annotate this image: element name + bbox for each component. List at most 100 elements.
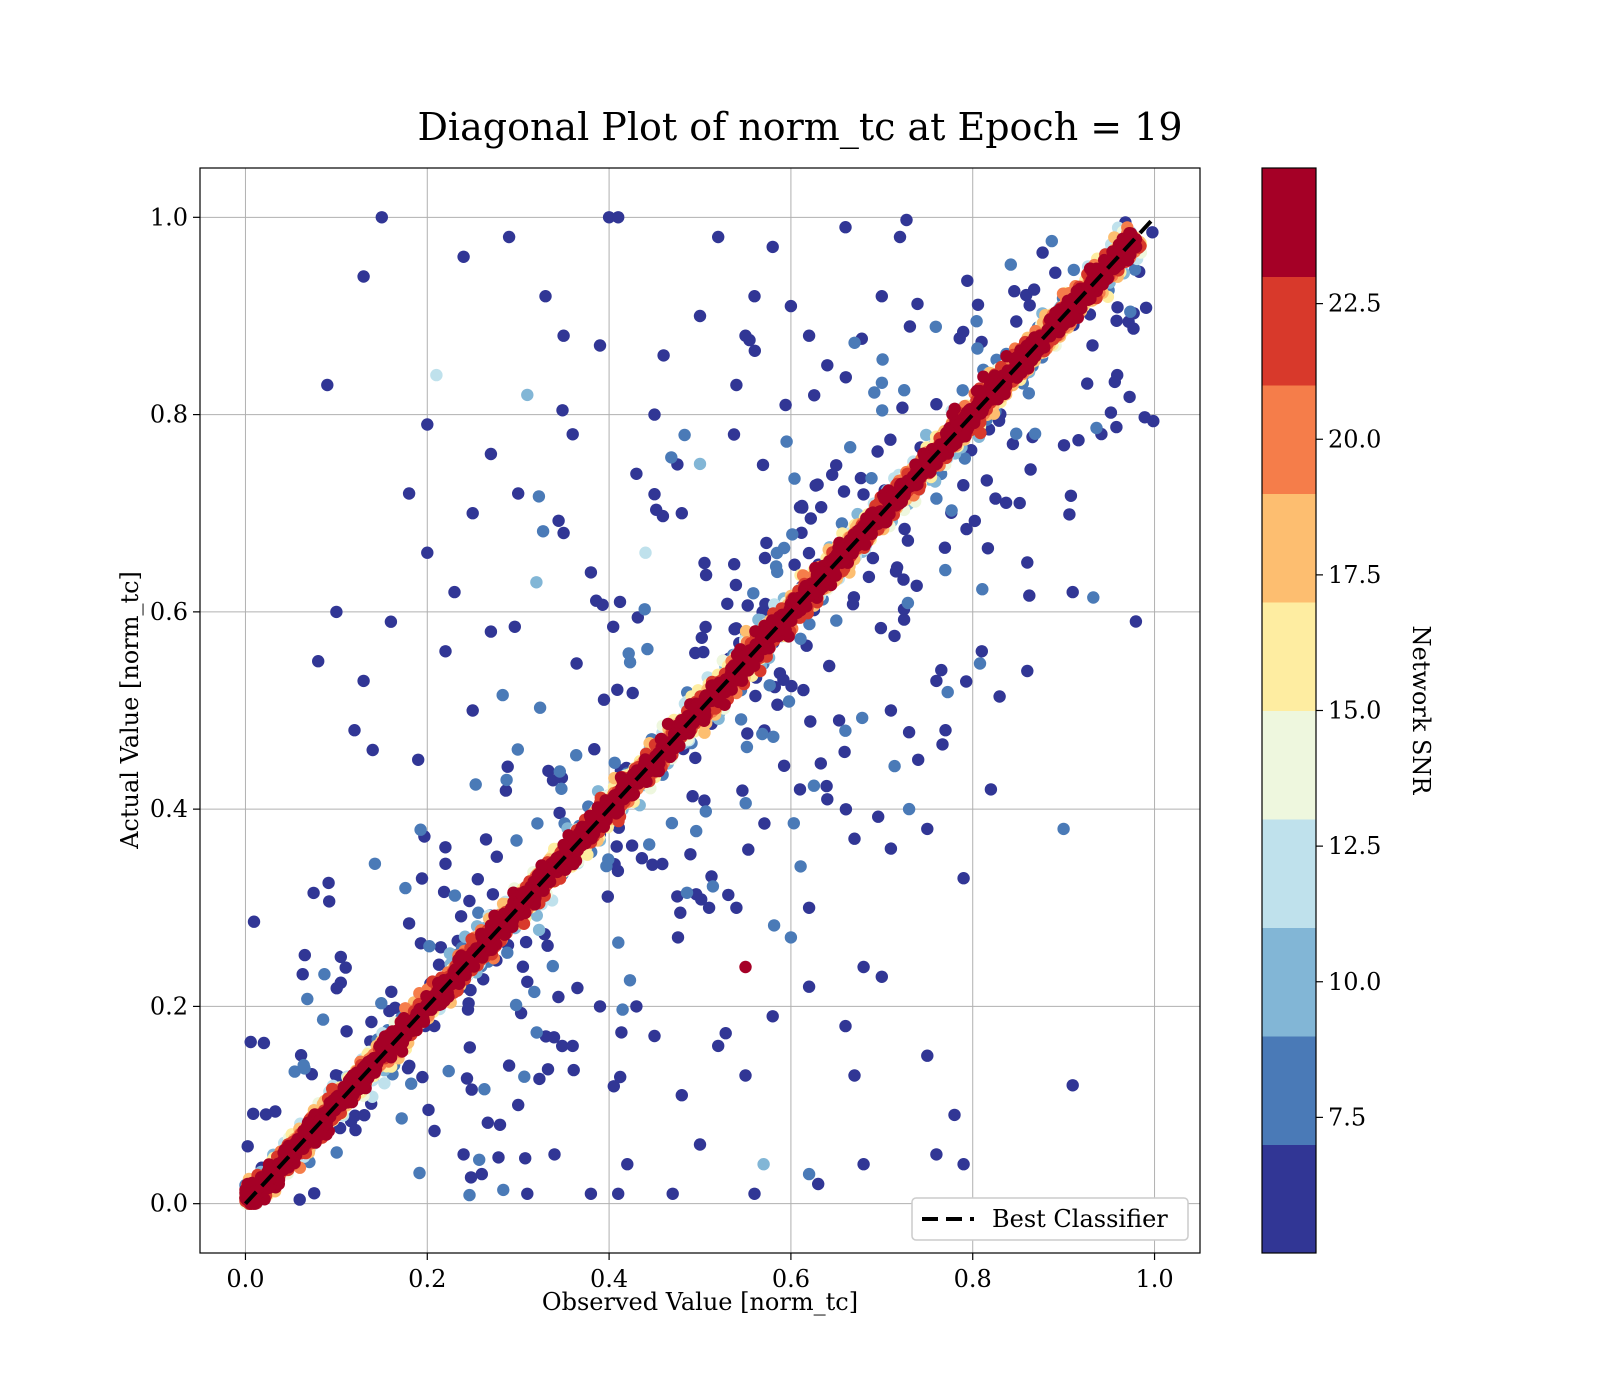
scatter-point — [930, 492, 943, 505]
scatter-point — [588, 743, 601, 756]
scatter-point — [874, 621, 888, 635]
scatter-point — [638, 603, 651, 616]
scatter-point — [1139, 301, 1153, 314]
scatter-point — [936, 738, 949, 751]
scatter-point — [665, 451, 678, 464]
scatter-point — [815, 501, 828, 514]
scatter-point — [807, 779, 821, 792]
scatter-point — [259, 1108, 273, 1121]
scatter-point — [1045, 234, 1059, 248]
scatter-point — [902, 726, 916, 739]
scatter-point — [461, 1003, 475, 1016]
scatter-point — [1064, 489, 1078, 502]
scatter-point — [460, 1072, 474, 1085]
scatter-point — [307, 886, 320, 900]
scatter-point — [296, 968, 309, 981]
scatter-point — [1146, 226, 1159, 239]
scatter-point — [777, 541, 791, 555]
scatter-point — [888, 629, 901, 643]
scatter-point — [401, 1062, 415, 1075]
scatter-point — [973, 657, 987, 670]
scatter-point — [722, 888, 735, 902]
scatter-point — [533, 1072, 546, 1086]
scatter-point — [533, 701, 547, 714]
scatter-point — [492, 1151, 505, 1164]
scatter-point — [698, 556, 711, 570]
scatter-point — [811, 478, 824, 491]
scatter-point — [721, 597, 734, 610]
scatter-point — [541, 939, 554, 952]
scatter-point — [329, 1069, 343, 1082]
scatter-point — [897, 613, 911, 626]
scatter-point — [288, 1065, 301, 1078]
scatter-point — [837, 485, 851, 498]
scatter-point — [1072, 434, 1085, 447]
scatter-point — [689, 751, 702, 765]
scatter-point — [1129, 615, 1143, 628]
scatter-point — [1090, 421, 1103, 435]
scatter-point — [471, 873, 484, 886]
scatter-point — [758, 817, 771, 830]
scatter-point — [464, 1171, 478, 1184]
scatter-point — [521, 975, 534, 988]
scatter-point — [1086, 339, 1099, 352]
scatter-point — [945, 504, 958, 517]
scatter-point — [839, 371, 852, 384]
scatter-point — [463, 894, 476, 908]
scatter-point — [901, 534, 915, 547]
scatter-point — [729, 578, 743, 592]
scatter-point — [1127, 322, 1140, 335]
scatter-point — [797, 683, 810, 697]
scatter-point — [552, 514, 565, 527]
scatter-point — [1027, 283, 1041, 296]
scatter-point — [570, 657, 583, 670]
scatter-point — [437, 885, 451, 899]
scatter-point — [763, 679, 776, 692]
scatter-point — [910, 579, 923, 592]
scatter-point — [854, 471, 868, 485]
scatter-point — [830, 459, 843, 472]
scatter-point — [481, 1116, 494, 1129]
scatter-point — [896, 401, 909, 414]
scatter-point — [1067, 263, 1081, 277]
scatter-point — [1104, 406, 1118, 419]
scatter-point — [490, 850, 503, 863]
scatter-point — [808, 389, 821, 402]
scatter-point — [941, 685, 954, 699]
scatter-point — [727, 428, 741, 441]
scatter-point — [383, 1004, 396, 1018]
grid-lines — [200, 168, 1200, 1253]
scatter-point — [901, 596, 915, 610]
scatter-point — [839, 724, 852, 737]
scatter-point — [631, 611, 644, 624]
scatter-point — [796, 501, 809, 514]
scatter-point — [301, 992, 314, 1006]
scatter-point — [705, 870, 718, 883]
scatter-point — [823, 659, 836, 673]
scatter-point — [671, 890, 684, 903]
scatter-point — [773, 667, 787, 680]
scatter-point — [767, 730, 780, 743]
scatter-point — [257, 1036, 271, 1050]
scatter-point — [1049, 266, 1062, 279]
scatter-point — [612, 936, 625, 949]
scatter-point — [556, 1039, 569, 1053]
scatter-point — [1087, 591, 1100, 604]
scatter-point — [607, 620, 620, 633]
scatter-point — [1010, 315, 1023, 328]
scatter-point — [434, 941, 447, 954]
scatter-point — [395, 1112, 408, 1125]
scatter-point — [415, 872, 429, 885]
scatter-point — [615, 1026, 628, 1039]
scatter-point — [1022, 387, 1035, 400]
scatter-point — [695, 631, 708, 644]
scatter-point — [736, 784, 749, 797]
scatter-point — [665, 816, 679, 830]
scatter-point — [938, 541, 952, 554]
scatter-point — [898, 384, 911, 397]
scatter-point — [771, 698, 784, 711]
scatter-point — [742, 843, 755, 856]
scatter-point — [758, 551, 772, 565]
scatter-point — [614, 1070, 627, 1084]
scatter-point — [518, 1070, 531, 1083]
